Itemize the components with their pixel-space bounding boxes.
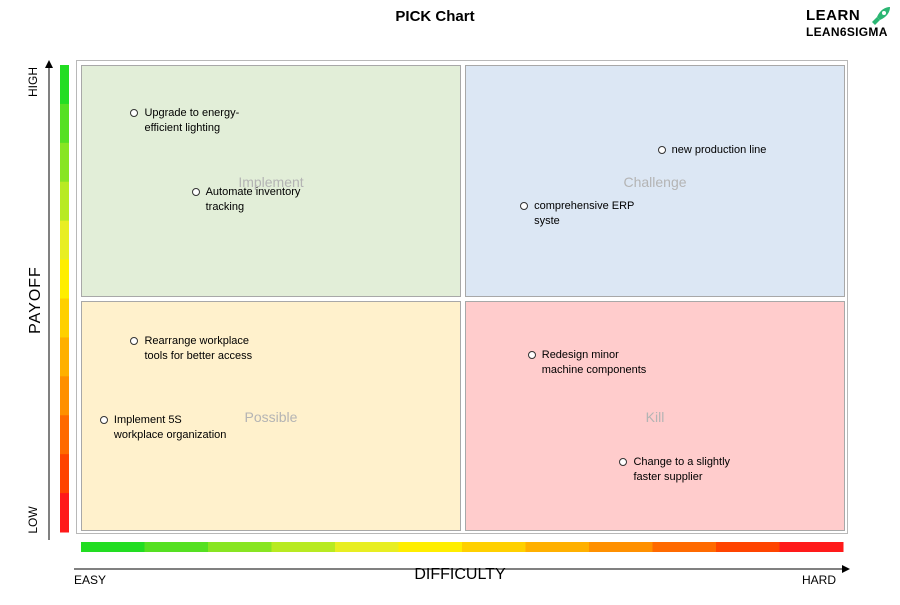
x-axis-title: DIFFICULTY <box>414 566 506 583</box>
y-tick-high: HIGH <box>26 67 40 97</box>
payoff-scale-segment <box>60 337 69 377</box>
difficulty-scale-segment <box>589 542 653 552</box>
x-axis-arrow-icon <box>842 565 850 573</box>
difficulty-scale-segment <box>652 542 717 552</box>
point-marker-icon <box>657 145 666 154</box>
y-axis-title: PAYOFF <box>27 266 44 334</box>
difficulty-scale-segment <box>779 542 844 552</box>
brand-line1: LEARN <box>806 7 861 24</box>
quadrant-label: Challenge <box>623 174 687 190</box>
quadrant-label: Kill <box>645 409 665 425</box>
x-tick-hard: HARD <box>802 573 837 587</box>
point-label: Automate inventory tracking <box>205 185 301 213</box>
point-label: Rearrange workplace tools for better acc… <box>144 334 253 362</box>
difficulty-scale-segment <box>81 542 145 552</box>
payoff-scale-segment <box>60 181 69 222</box>
payoff-scale-segment <box>60 142 69 183</box>
x-tick-easy: EASY <box>74 573 107 587</box>
chart-title: PICK Chart <box>395 8 475 25</box>
point-label: Upgrade to energy-efficient lighting <box>144 106 240 134</box>
quadrant-kill: Kill <box>465 301 845 531</box>
brand-logo: LEARN LEAN6SIGMA <box>806 7 890 40</box>
payoff-scale-segment <box>60 493 69 533</box>
payoff-scale-segment <box>60 259 69 299</box>
quadrant-possible: Possible <box>81 301 461 531</box>
point-marker-icon <box>99 416 108 425</box>
payoff-scale-segment <box>60 103 69 144</box>
point-marker-icon <box>130 108 139 117</box>
point-label: Change to a slightly faster supplier <box>633 456 731 484</box>
point-label: Implement 5S workplace organization <box>113 414 227 442</box>
point-marker-icon <box>191 187 200 196</box>
difficulty-scale-segment <box>398 542 463 552</box>
payoff-scale-segment <box>60 415 69 455</box>
point-label: Redesign minor machine components <box>541 348 647 376</box>
rocket-icon <box>872 7 890 25</box>
quadrant-implement: Implement <box>81 65 461 297</box>
difficulty-scale-segment <box>271 542 336 552</box>
point-marker-icon <box>527 350 536 359</box>
y-axis-arrow-icon <box>45 60 53 68</box>
brand-line2: LEAN6SIGMA <box>806 25 888 39</box>
difficulty-scale-segment <box>208 542 272 552</box>
point-label: comprehensive ERP syste <box>534 199 635 227</box>
payoff-scale-segment <box>60 298 69 338</box>
payoff-scale-segment <box>60 220 69 261</box>
payoff-scale-segment <box>60 65 69 105</box>
quadrant-challenge: Challenge <box>465 65 845 297</box>
payoff-scale-segment <box>60 376 69 416</box>
quadrant-label: Possible <box>244 409 298 425</box>
point-marker-icon <box>130 336 139 345</box>
point-marker-icon <box>619 458 628 467</box>
difficulty-scale-segment <box>335 542 399 552</box>
y-tick-low: LOW <box>26 506 40 534</box>
point-label: new production line <box>671 143 767 156</box>
difficulty-scale-segment <box>144 542 209 552</box>
plot-frame: Implement Challenge Possible Kill Upgrad… <box>76 60 848 534</box>
payoff-scale-segment <box>60 454 69 494</box>
quadrant-label: Implement <box>238 174 304 190</box>
difficulty-scale-segment <box>716 542 780 552</box>
point-marker-icon <box>520 201 529 210</box>
difficulty-scale-segment <box>525 542 590 552</box>
difficulty-scale-segment <box>462 542 526 552</box>
